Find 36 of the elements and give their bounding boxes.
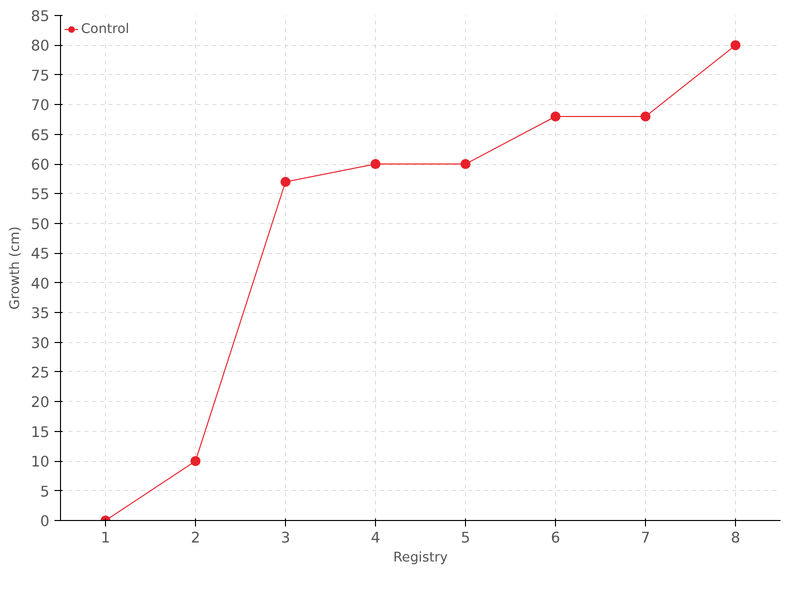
x-tick-label: 3 — [280, 530, 290, 546]
y-tick-label: 40 — [30, 275, 50, 292]
point — [370, 159, 380, 170]
y-tick-label: 75 — [30, 67, 50, 84]
y-tick-label: 60 — [30, 156, 50, 174]
y-tick-label: 20 — [30, 394, 50, 412]
y-tick-label: 25 — [30, 364, 50, 382]
y-tick-label: 0 — [40, 513, 50, 530]
x-tick-label: 6 — [550, 530, 560, 546]
y-tick-label: 10 — [30, 454, 50, 471]
y-tick-label: 70 — [30, 97, 50, 114]
legend-label: Control — [81, 22, 130, 36]
point — [190, 456, 200, 466]
y-tick-label: 80 — [30, 38, 50, 55]
y-tick-label: 35 — [30, 305, 50, 322]
y-axis-title: Growth (cm) — [8, 226, 23, 310]
y-tick-label: 45 — [30, 246, 50, 263]
point — [460, 159, 470, 170]
y-tick-label: 55 — [30, 186, 50, 204]
point — [550, 112, 560, 122]
point — [640, 112, 650, 122]
y-tick-label: 50 — [30, 216, 50, 233]
x-tick-label: 2 — [190, 530, 200, 546]
point — [280, 176, 290, 187]
x-axis-title: Registry — [393, 550, 448, 566]
y-tick-label: 5 — [40, 483, 50, 500]
y-tick-label: 85 — [30, 8, 50, 25]
y-tick-label: 65 — [30, 126, 50, 144]
y-tick-label: 15 — [30, 424, 50, 441]
x-tick-label: 8 — [730, 530, 740, 546]
point — [730, 40, 740, 50]
x-tick-label: 4 — [370, 530, 380, 546]
x-tick-label: 5 — [460, 530, 470, 546]
y-tick-label: 30 — [30, 334, 50, 352]
x-tick-label: 1 — [100, 530, 110, 546]
x-tick-label: 7 — [640, 530, 650, 546]
